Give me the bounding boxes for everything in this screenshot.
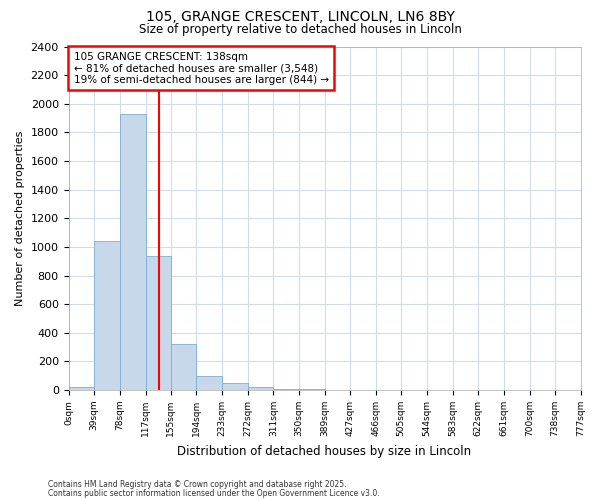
Bar — [274, 388, 299, 390]
Bar — [196, 376, 222, 390]
Text: 105, GRANGE CRESCENT, LINCOLN, LN6 8BY: 105, GRANGE CRESCENT, LINCOLN, LN6 8BY — [146, 10, 454, 24]
Text: Size of property relative to detached houses in Lincoln: Size of property relative to detached ho… — [139, 22, 461, 36]
Bar — [68, 387, 94, 390]
Bar — [120, 114, 146, 390]
Y-axis label: Number of detached properties: Number of detached properties — [15, 130, 25, 306]
Text: 105 GRANGE CRESCENT: 138sqm
← 81% of detached houses are smaller (3,548)
19% of : 105 GRANGE CRESCENT: 138sqm ← 81% of det… — [74, 52, 329, 85]
Text: Contains HM Land Registry data © Crown copyright and database right 2025.: Contains HM Land Registry data © Crown c… — [48, 480, 347, 489]
Text: Contains public sector information licensed under the Open Government Licence v3: Contains public sector information licen… — [48, 488, 380, 498]
Bar — [146, 256, 172, 390]
X-axis label: Distribution of detached houses by size in Lincoln: Distribution of detached houses by size … — [178, 444, 472, 458]
Bar — [248, 387, 274, 390]
Bar — [170, 344, 196, 390]
Bar — [94, 241, 120, 390]
Bar — [222, 383, 248, 390]
